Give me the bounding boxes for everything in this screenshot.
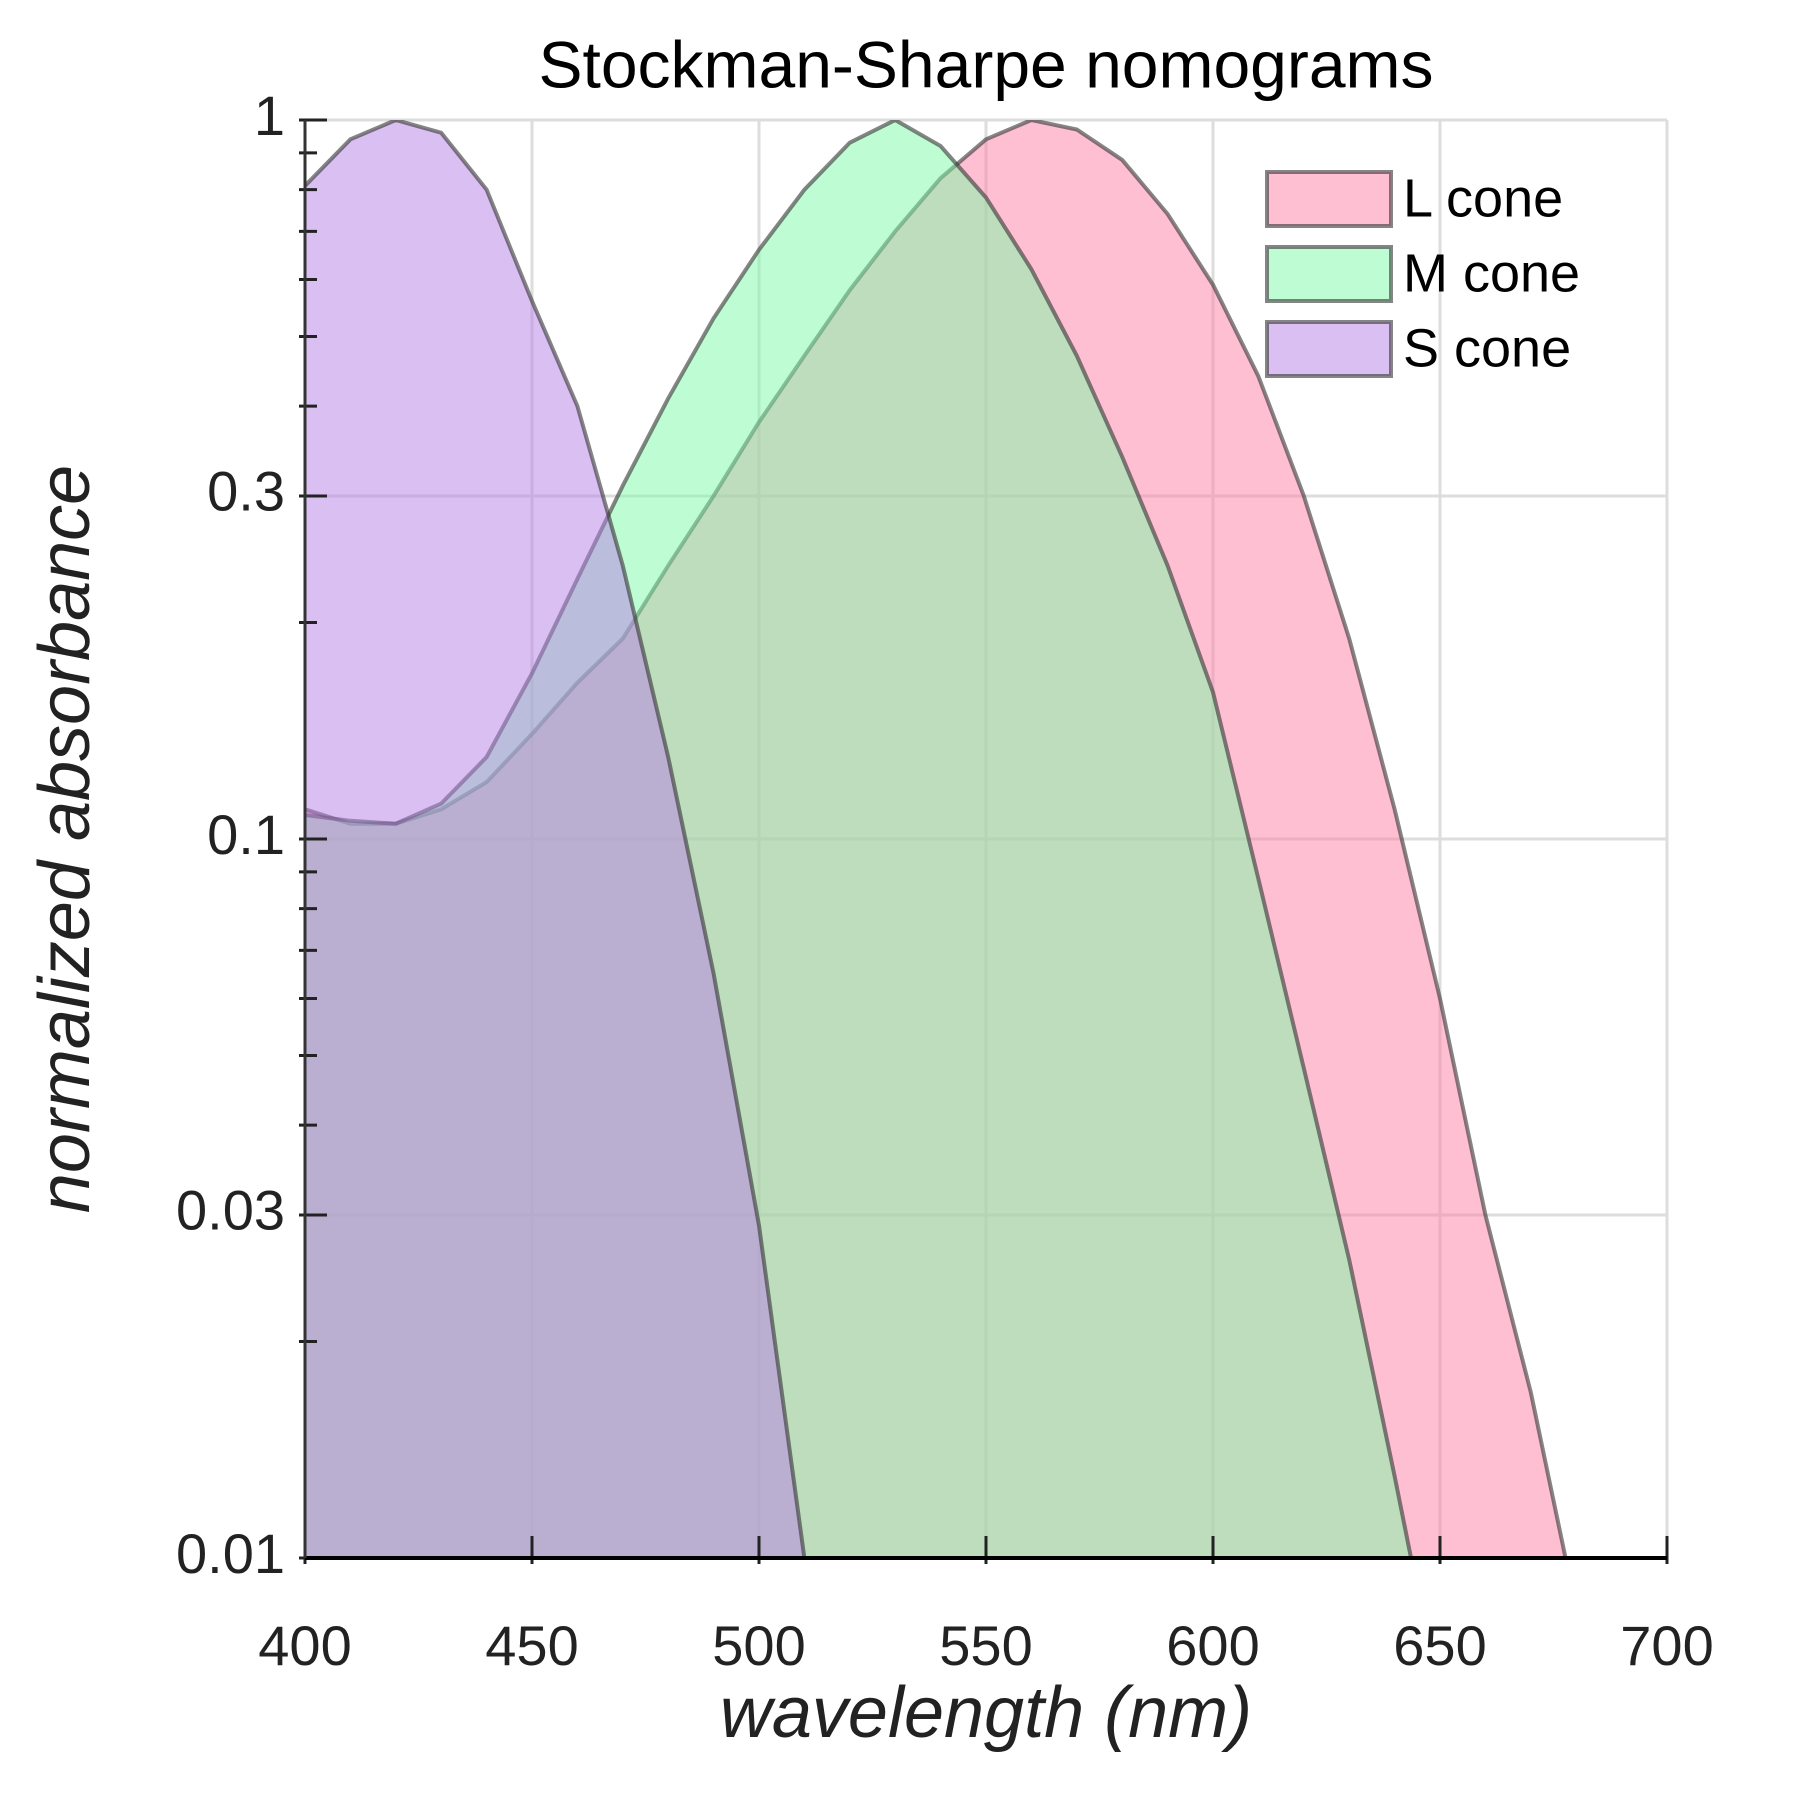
x-tick-label: 600 <box>1166 1614 1259 1677</box>
x-tick-label: 650 <box>1393 1614 1486 1677</box>
areas <box>305 120 1667 1558</box>
y-tick-label: 0.1 <box>207 803 285 866</box>
legend-label: L cone <box>1403 168 1563 228</box>
y-tick-label: 0.3 <box>207 460 285 523</box>
legend-label: M cone <box>1403 243 1580 303</box>
x-axis-label: wavelength (nm) <box>720 1673 1252 1753</box>
x-tick-label: 500 <box>712 1614 805 1677</box>
y-axis-label: normalized absorbance <box>25 465 105 1213</box>
legend-swatch <box>1265 170 1393 228</box>
x-tick-label: 700 <box>1620 1614 1713 1677</box>
x-tick-label: 400 <box>258 1614 351 1677</box>
axes: 400 450 500 550 600 650 700 0.01 0.03 0.1 0.3 1 L co… <box>176 84 1714 1677</box>
chart-title: Stockman-Sharpe nomograms <box>538 27 1433 101</box>
legend-label: S cone <box>1403 318 1571 378</box>
y-tick-label: 0.01 <box>176 1522 285 1585</box>
legend-swatch <box>1265 245 1393 303</box>
area <box>305 120 896 1558</box>
y-tick-label: 1 <box>254 84 285 147</box>
area-outline <box>305 120 807 1558</box>
x-tick-label: 550 <box>939 1614 1032 1677</box>
legend-swatch <box>1265 320 1393 378</box>
x-tick-label: 450 <box>485 1614 578 1677</box>
y-tick-label: 0.03 <box>176 1179 285 1242</box>
